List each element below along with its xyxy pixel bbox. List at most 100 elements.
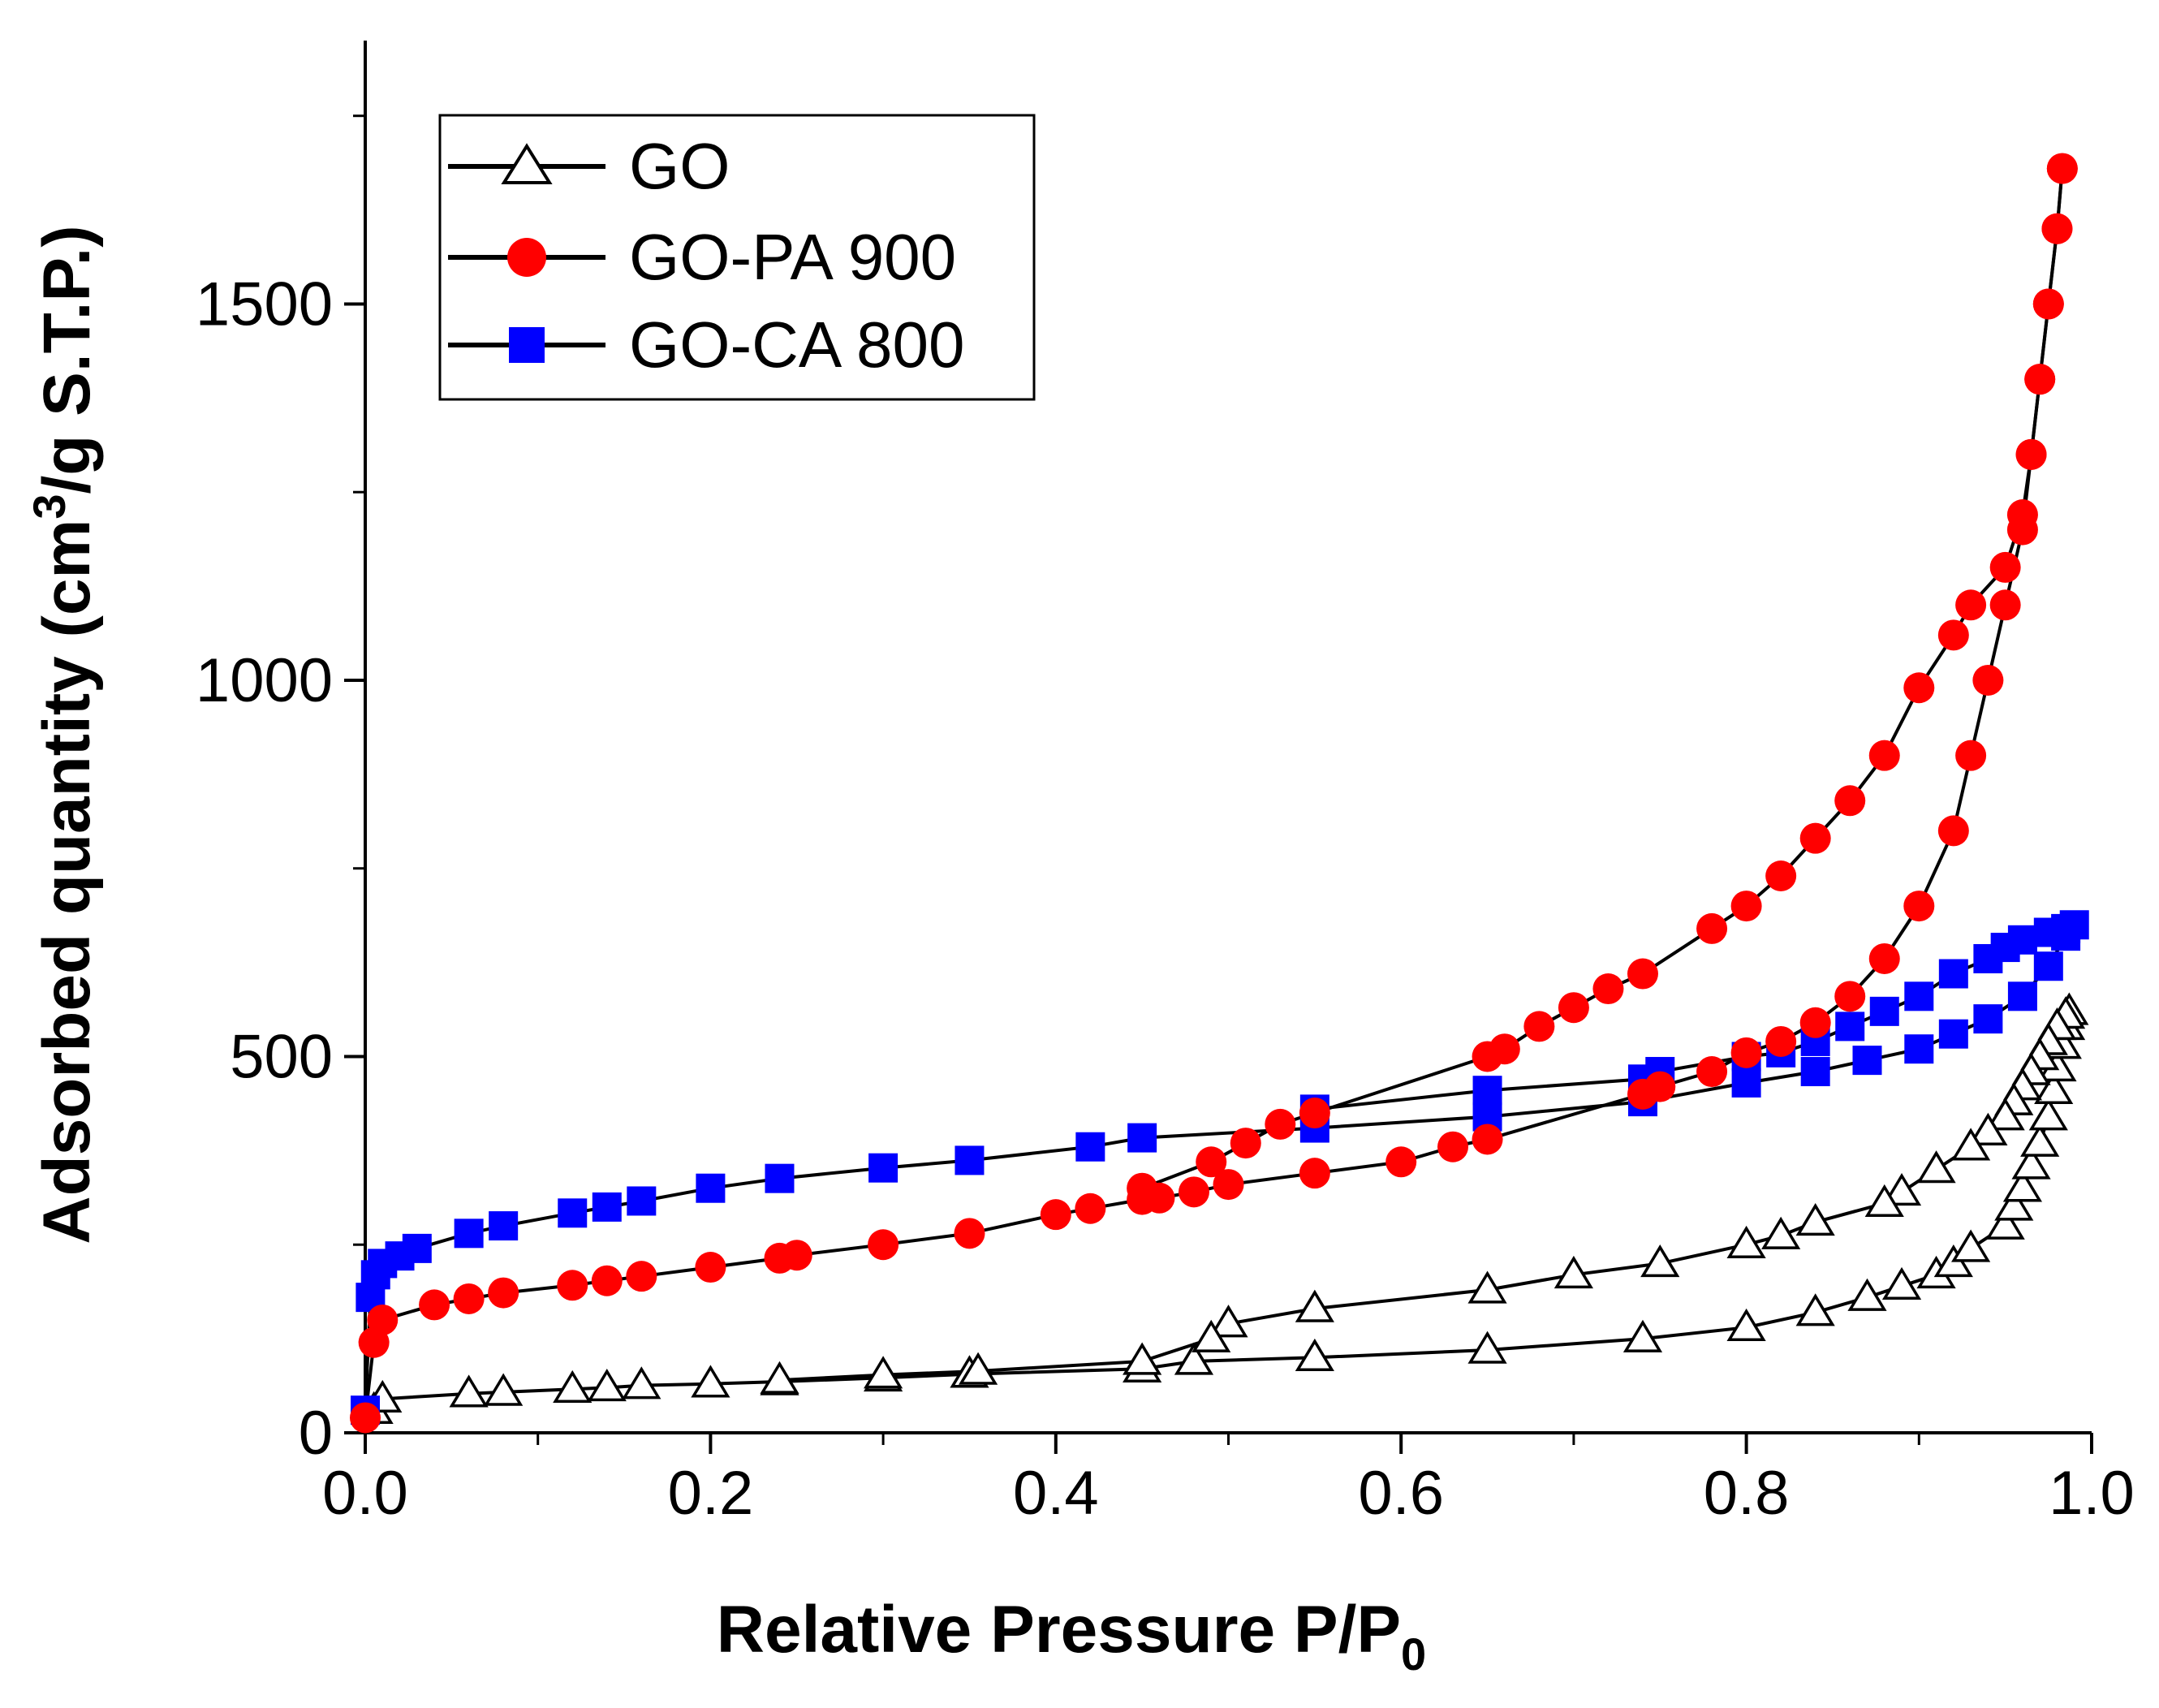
y-axis-title: Adsorbed quantity (cm3/g S.T.P.) [24, 225, 104, 1244]
data-point [449, 1374, 489, 1408]
legend-label-go-pa-900: GO-PA 900 [629, 221, 956, 293]
data-point [1299, 1158, 1330, 1189]
data-point [1938, 1019, 1968, 1049]
data-point [1864, 1184, 1904, 1218]
y-axis-title-sup: 3 [24, 494, 75, 520]
data-point [419, 1289, 450, 1321]
x-tick-label: 0.4 [1013, 1459, 1099, 1528]
data-point [1178, 1176, 1209, 1208]
data-point [1868, 942, 1900, 974]
data-point [1985, 1206, 2025, 1240]
data-point [557, 1270, 588, 1301]
data-point [1196, 1146, 1227, 1178]
data-point [622, 1366, 661, 1400]
legend-label-go: GO [629, 130, 730, 202]
data-point [1951, 1229, 1991, 1262]
data-point [1731, 1068, 1761, 1098]
data-point [2041, 213, 2073, 244]
data-point [958, 1352, 998, 1385]
x-axis-title-main: Relative Pressure P/P [717, 1593, 1401, 1667]
data-point [1472, 1124, 1503, 1155]
legend-marker-go-ca-800 [509, 327, 545, 363]
data-point [2032, 288, 2064, 320]
data-point [488, 1277, 519, 1309]
legend-marker-go [501, 143, 553, 184]
data-point [2006, 499, 2038, 531]
y-axis-title-post: /g S.T.P.) [30, 225, 104, 494]
data-point [2034, 1071, 2074, 1104]
data-point [1951, 1128, 1991, 1161]
data-point [1795, 1203, 1835, 1236]
data-point [1299, 1098, 1330, 1129]
data-point [553, 1369, 593, 1403]
y-tick-label: 500 [230, 1022, 333, 1091]
legend-entry-go-ca-800: GO-CA 800 [448, 308, 965, 381]
data-point [2015, 438, 2047, 470]
data-point [1696, 1056, 1728, 1088]
data-point [696, 1173, 726, 1203]
data-point [1989, 551, 2021, 583]
data-point [1726, 1308, 1766, 1341]
data-point [1903, 672, 1935, 704]
data-point [1127, 1172, 1158, 1204]
data-point [1937, 619, 1969, 651]
y-tick-label: 1500 [196, 270, 333, 339]
data-point [1800, 1057, 1830, 1087]
data-point [1994, 1188, 2034, 1221]
x-tick-label: 0.0 [322, 1459, 408, 1528]
data-point [1973, 943, 2003, 973]
data-point [592, 1192, 622, 1222]
data-point [627, 1186, 657, 1216]
data-point [1985, 1098, 2025, 1131]
data-point [2011, 1146, 2051, 1180]
data-point [1209, 1305, 1248, 1338]
data-point [695, 1252, 726, 1283]
data-point [1295, 1289, 1334, 1322]
data-point [1622, 1319, 1663, 1352]
svg-text:Adsorbed quantity (cm3/g S.T.P: Adsorbed quantity (cm3/g S.T.P.) [24, 225, 104, 1244]
data-point [1761, 1216, 1801, 1249]
data-point [1903, 891, 1935, 922]
legend: GO GO-PA 900 GO-CA 800 [438, 114, 1036, 401]
legend-entry-go-pa-900: GO-PA 900 [448, 221, 956, 293]
data-point [1904, 1034, 1934, 1064]
data-point [1640, 1244, 1680, 1278]
data-point [1834, 981, 1866, 1012]
data-point [1765, 860, 1797, 891]
data-point [1213, 1169, 1244, 1201]
svg-text:Relative Pressure P/P0: Relative Pressure P/P0 [717, 1593, 1426, 1680]
y-tick-label: 0 [299, 1399, 333, 1468]
data-point [1592, 973, 1624, 1005]
y-tick-label: 1000 [196, 646, 333, 715]
data-point [954, 1218, 985, 1249]
data-point [781, 1240, 812, 1271]
data-point [1938, 959, 1968, 989]
data-point [1968, 1112, 2008, 1145]
data-point [1627, 958, 1658, 990]
data-point [1847, 1278, 1887, 1311]
data-point [453, 1283, 485, 1314]
data-point [1955, 589, 1987, 621]
data-point [1472, 1041, 1503, 1072]
data-point [1295, 1338, 1334, 1372]
data-point [1127, 1123, 1157, 1153]
data-point [1437, 1131, 1469, 1162]
data-point [1558, 992, 1589, 1024]
legend-entry-go: GO [448, 130, 730, 202]
data-point [1385, 1146, 1417, 1178]
data-point [2007, 981, 2037, 1011]
series-markers-go [354, 992, 2089, 1424]
data-point [1868, 740, 1900, 771]
data-point [454, 1218, 484, 1249]
data-point [402, 1233, 432, 1263]
data-point [1075, 1132, 1105, 1162]
data-point [1467, 1331, 1507, 1364]
data-point [1834, 785, 1866, 817]
series-layer [350, 153, 2089, 1434]
legend-label-go-ca-800: GO-CA 800 [629, 308, 965, 381]
data-point [1523, 1011, 1555, 1042]
data-point [1174, 1342, 1214, 1375]
data-point [1472, 1076, 1502, 1106]
data-point [1192, 1319, 1231, 1352]
